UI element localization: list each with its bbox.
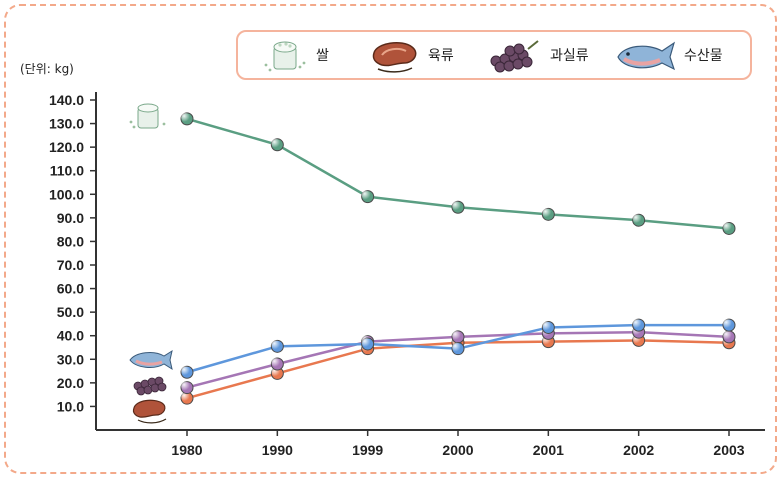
meat-icon (372, 41, 417, 73)
y-tick-label: 70.0 (57, 257, 84, 273)
data-point-highlight (723, 222, 732, 232)
x-tick-label: 2002 (623, 442, 654, 458)
data-point-highlight (361, 190, 371, 200)
fish-icon (617, 41, 676, 71)
data-point-highlight (452, 342, 461, 352)
legend-label: 과실류 (550, 48, 589, 64)
x-tick-label: 1999 (352, 442, 383, 458)
data-point-highlight (181, 366, 190, 376)
y-tick-label: 120.0 (49, 139, 84, 155)
data-point-highlight (181, 381, 190, 391)
rice-icon (264, 41, 306, 72)
legend-item-grape: 과실류 (484, 32, 589, 78)
data-point-highlight (452, 201, 461, 211)
y-tick-label: 30.0 (57, 351, 84, 367)
x-tick-label: 2000 (442, 442, 473, 458)
data-point-highlight (181, 112, 190, 122)
x-tick-label: 2001 (533, 442, 564, 458)
x-tick-label: 1990 (262, 442, 293, 458)
legend-label: 육류 (428, 48, 454, 64)
y-tick-label: 60.0 (57, 281, 84, 297)
data-point-highlight (361, 337, 371, 347)
x-tick-label: 1980 (171, 442, 202, 458)
legend-item-fish: 수산물 (614, 32, 723, 78)
legend-item-meat: 육류 (368, 32, 454, 78)
data-point-highlight (271, 340, 281, 350)
y-tick-label: 10.0 (57, 398, 84, 414)
legend-label: 쌀 (316, 48, 329, 64)
grape-marker-icon (133, 376, 167, 396)
data-point-highlight (452, 330, 461, 340)
data-point-highlight (723, 319, 732, 329)
chart-legend: 쌀 육류 과실류 수산물 (236, 30, 752, 80)
data-point-highlight (632, 214, 642, 224)
grape-icon (490, 40, 539, 73)
rice-marker-icon (129, 103, 166, 129)
y-tick-label: 50.0 (57, 304, 84, 320)
chart-frame (4, 4, 777, 474)
data-point-highlight (723, 330, 732, 340)
legend-item-rice: 쌀 (260, 32, 329, 78)
legend-label: 수산물 (684, 48, 723, 64)
y-tick-label: 20.0 (57, 375, 84, 391)
y-tick-label: 110.0 (50, 163, 84, 179)
fish-marker-icon (129, 349, 173, 371)
y-tick-label: 100.0 (49, 186, 84, 202)
y-tick-label: 80.0 (57, 233, 84, 249)
y-tick-label: 90.0 (57, 210, 84, 226)
unit-label: (단위: kg) (20, 62, 74, 76)
data-point-highlight (271, 138, 281, 148)
data-point-highlight (542, 321, 552, 331)
y-tick-label: 40.0 (57, 328, 84, 344)
y-tick-label: 140.0 (49, 92, 84, 108)
x-tick-label: 2003 (713, 442, 744, 458)
data-point-highlight (632, 319, 642, 329)
data-point-highlight (542, 208, 552, 218)
data-point-highlight (181, 392, 190, 402)
y-tick-label: 130.0 (49, 116, 84, 132)
data-point-highlight (271, 358, 281, 367)
meat-marker-icon (132, 399, 167, 424)
